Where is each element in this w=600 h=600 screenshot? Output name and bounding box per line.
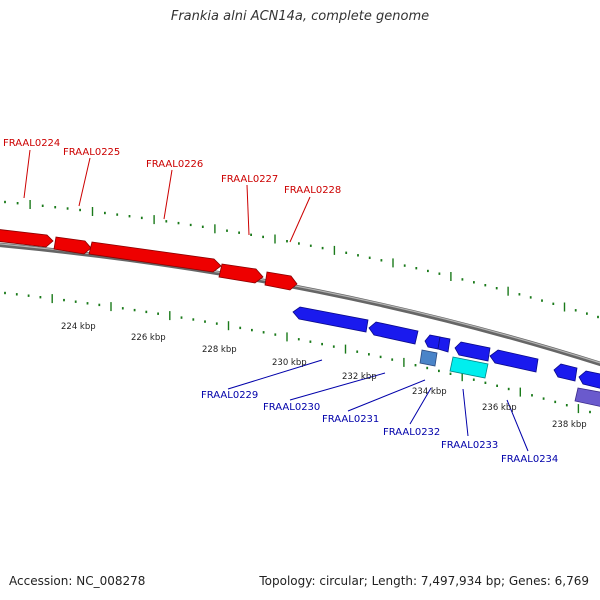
forward-gene-track — [0, 229, 298, 291]
gene-arrow-fraal0226[interactable] — [88, 241, 222, 273]
scale-label: 232 kbp — [342, 372, 377, 382]
gene-label-fraal0234[interactable]: FRAAL0234 — [501, 454, 558, 465]
gene-arrow-fraal0230[interactable] — [368, 321, 419, 345]
gene-label-fraal0230[interactable]: FRAAL0230 — [263, 402, 320, 413]
scale-label: 224 kbp — [61, 322, 96, 332]
gene-arrow-fraal0228[interactable] — [264, 271, 298, 291]
gene-label-fraal0226[interactable]: FRAAL0226 — [146, 159, 203, 170]
gene-label-fraal0229[interactable]: FRAAL0229 — [201, 390, 258, 401]
reverse-gene-labels: FRAAL0229 FRAAL0230 FRAAL0231 FRAAL0232 … — [201, 390, 558, 465]
scale-label: 238 kbp — [552, 420, 587, 430]
scale-labels: 224 kbp 226 kbp 228 kbp 230 kbp 232 kbp … — [61, 322, 587, 430]
scale-label: 234 kbp — [412, 387, 447, 397]
gene-arrow-fraal0232[interactable] — [419, 349, 438, 367]
gene-arrow-fraal0225[interactable] — [53, 236, 92, 255]
scale-label: 228 kbp — [202, 345, 237, 355]
gene-label-fraal0228[interactable]: FRAAL0228 — [284, 185, 341, 196]
scale-label: 236 kbp — [482, 403, 517, 413]
reverse-gene-track — [292, 306, 600, 407]
forward-leader-lines — [23, 149, 311, 243]
gene-arrow-fraal0231b[interactable] — [437, 336, 451, 353]
gene-arrow-fraal0231[interactable] — [424, 334, 441, 350]
gene-arrow-fraal0234b[interactable] — [489, 349, 539, 373]
gene-arrow-fraal0227[interactable] — [218, 263, 264, 284]
gene-label-fraal0224[interactable]: FRAAL0224 — [3, 138, 60, 149]
gene-label-fraal0233[interactable]: FRAAL0233 — [441, 440, 498, 451]
gene-arrow-fraal0224[interactable] — [0, 229, 54, 248]
accession-text: Accession: NC_008278 — [9, 574, 146, 588]
outer-tick-ring — [4, 200, 599, 319]
genome-backbone-highlight — [0, 243, 600, 364]
scale-label: 226 kbp — [131, 333, 166, 343]
map-title: Frankia alni ACN14a, complete genome — [170, 9, 430, 24]
gene-label-fraal0227[interactable]: FRAAL0227 — [221, 174, 278, 185]
gene-arrow-fraal0235[interactable] — [553, 363, 578, 382]
gene-label-fraal0231[interactable]: FRAAL0231 — [322, 414, 379, 425]
topology-text: Topology: circular; Length: 7,497,934 bp… — [259, 574, 589, 588]
gene-arrow-fraal0234a[interactable] — [454, 341, 491, 362]
gene-arrow-fraal0237[interactable] — [574, 387, 600, 407]
gene-label-fraal0232[interactable]: FRAAL0232 — [383, 427, 440, 438]
scale-label: 230 kbp — [272, 358, 307, 368]
gene-arrow-fraal0229[interactable] — [292, 306, 369, 333]
forward-gene-labels: FRAAL0224 FRAAL0225 FRAAL0226 FRAAL0227 … — [3, 138, 341, 196]
gene-label-fraal0225[interactable]: FRAAL0225 — [63, 147, 120, 158]
genome-backbone — [0, 242, 600, 367]
gene-arrow-fraal0236[interactable] — [578, 370, 600, 389]
reverse-leader-lines — [227, 359, 529, 452]
gene-arrow-fraal0233[interactable] — [449, 356, 489, 379]
